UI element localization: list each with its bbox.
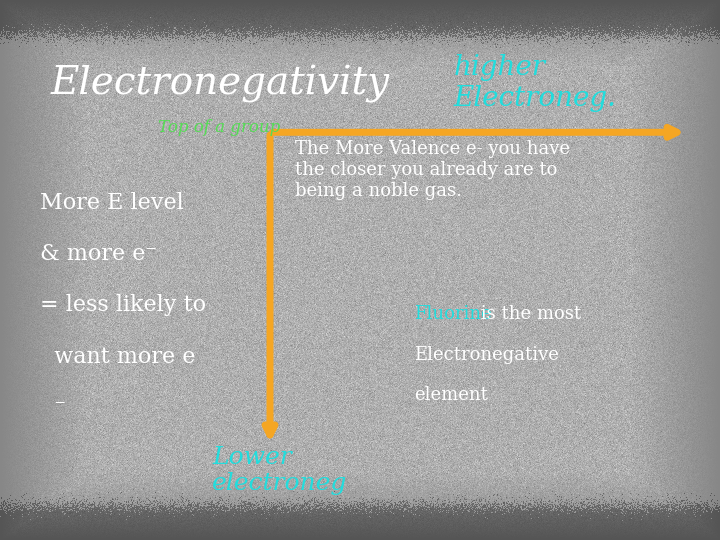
Text: want more e: want more e <box>40 346 195 368</box>
Text: = less likely to: = less likely to <box>40 294 206 316</box>
Text: More E level: More E level <box>40 192 184 214</box>
Text: element: element <box>414 386 488 404</box>
Text: & more e⁻: & more e⁻ <box>40 243 157 265</box>
Text: Lower
electroneg: Lower electroneg <box>212 446 348 495</box>
Text: ⁻: ⁻ <box>40 397 66 419</box>
Text: is the most: is the most <box>475 305 581 323</box>
Text: Fluorine: Fluorine <box>414 305 492 323</box>
Text: Electronegativity: Electronegativity <box>50 65 390 103</box>
Text: Electronegative: Electronegative <box>414 346 559 363</box>
Text: The More Valence e- you have
the closer you already are to
being a noble gas.: The More Valence e- you have the closer … <box>295 140 570 200</box>
Text: Top of a group: Top of a group <box>158 119 281 136</box>
Text: higher
Electroneg.: higher Electroneg. <box>454 54 616 112</box>
